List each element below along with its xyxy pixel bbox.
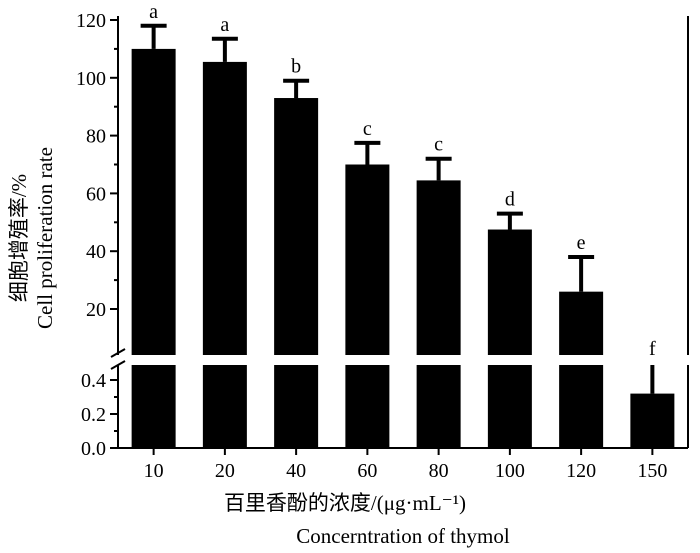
bar-100 [487, 229, 532, 448]
significance-letter-80: c [434, 134, 443, 156]
x-tick-label-10: 10 [144, 460, 164, 482]
x-tick-label-20: 20 [215, 460, 235, 482]
axis-break-mark-top [110, 348, 126, 358]
significance-letter-150: f [649, 338, 656, 360]
axis-break-gap [120, 355, 688, 365]
x-tick-label-40: 40 [286, 460, 306, 482]
y-axis-label-cn: 细胞增殖率/% [7, 174, 31, 302]
bar-120 [559, 291, 604, 448]
significance-letter-10: a [149, 1, 158, 23]
x-axis-label-en: Concerntration of thymol [296, 524, 510, 548]
y-tick-label-20: 20 [86, 299, 106, 321]
x-tick-label-80: 80 [429, 460, 449, 482]
axis-break-mark-bottom [110, 360, 126, 370]
y-tick-label-120: 120 [76, 10, 106, 32]
significance-letter-40: b [291, 56, 301, 78]
significance-letter-20: a [220, 14, 229, 36]
x-axis-label-cn: 百里香酚的浓度/(μg·mL⁻¹) [224, 491, 466, 515]
y-tick-label-100: 100 [76, 68, 106, 90]
bar-20 [202, 61, 247, 448]
ticks-group: 10 20 40 60 80 100 120 150 20 40 60 80 100 120 0.0 0.2 0… [76, 10, 667, 482]
bar-10 [131, 48, 176, 449]
y-tick-label-0.0: 0.0 [81, 438, 106, 460]
significance-letter-60: c [363, 118, 372, 140]
significance-letter-120: e [577, 232, 586, 254]
y-tick-label-0.4: 0.4 [81, 370, 106, 392]
y-tick-label-80: 80 [86, 126, 106, 148]
x-tick-label-120: 120 [566, 460, 596, 482]
y-tick-label-0.2: 0.2 [81, 404, 106, 426]
bar-150 [630, 393, 675, 448]
axes-group [110, 16, 689, 449]
significance-letter-100: d [505, 189, 515, 211]
x-tick-label-100: 100 [495, 460, 525, 482]
y-tick-label-40: 40 [86, 241, 106, 263]
y-axis-label-en: Cell proliferation rate [33, 147, 57, 329]
x-tick-label-60: 60 [357, 460, 377, 482]
bar-40 [274, 98, 319, 448]
bar-60 [345, 164, 390, 448]
x-tick-label-150: 150 [637, 460, 667, 482]
bars-group: a a b c c d e f [131, 1, 675, 449]
y-tick-label-60: 60 [86, 183, 106, 205]
bar-80 [416, 180, 461, 448]
